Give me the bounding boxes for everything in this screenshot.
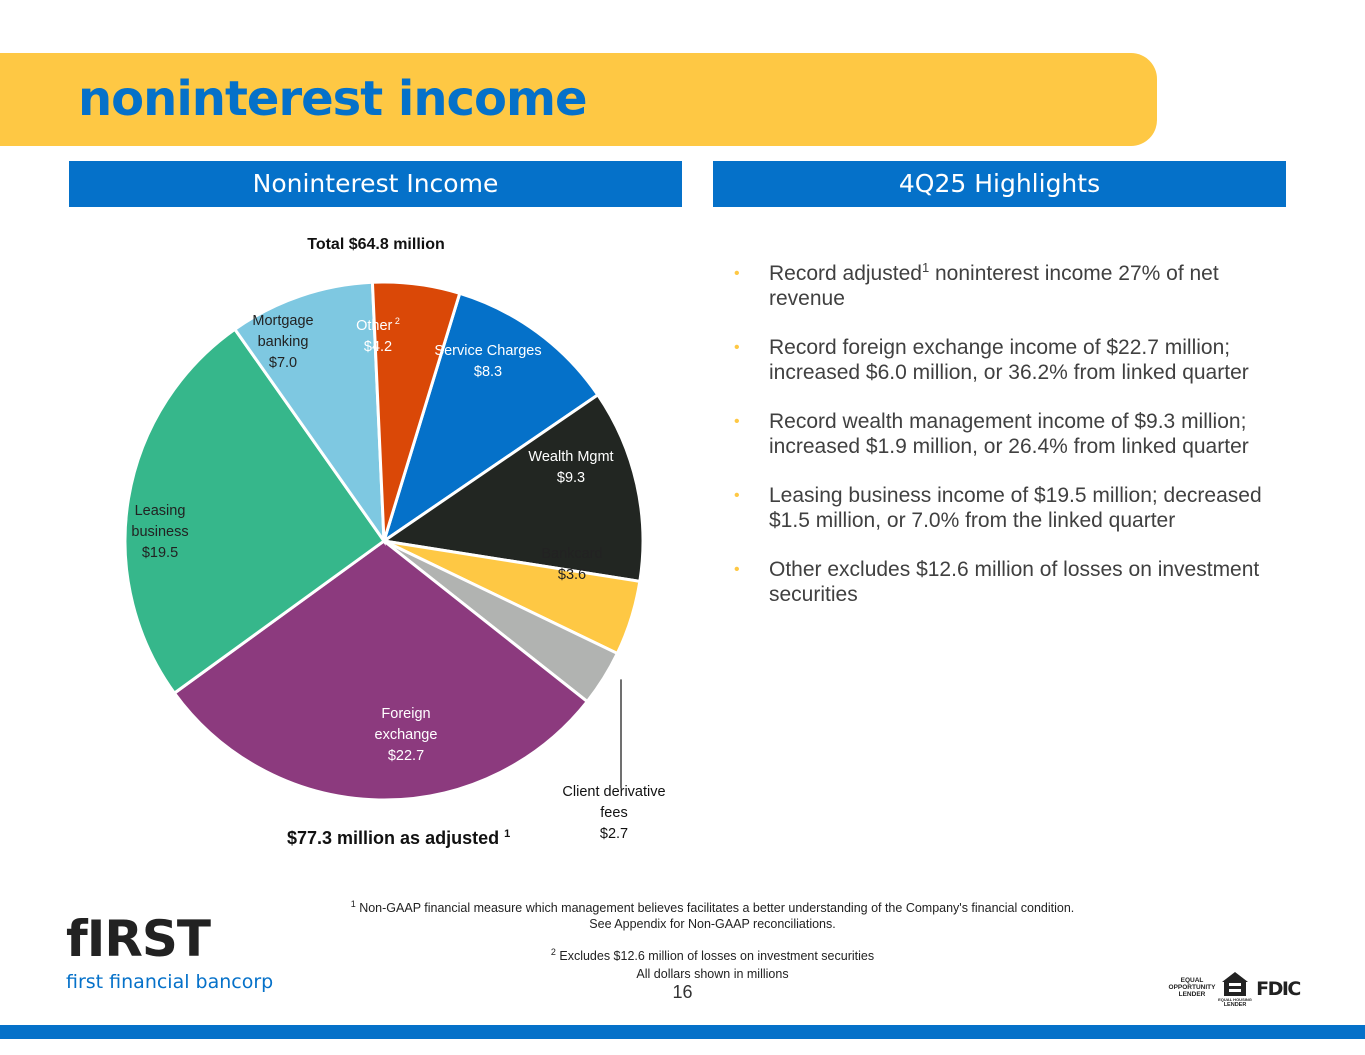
svg-text:OPPORTUNITY: OPPORTUNITY bbox=[1169, 984, 1217, 991]
chart-title: Total $64.8 million bbox=[307, 236, 445, 253]
highlights-list: • Record adjusted1 noninterest income 27%… bbox=[730, 260, 1290, 632]
footnote-non-gaap: 1 Non-GAAP financial measure which manag… bbox=[340, 896, 1085, 932]
footnote-units: All dollars shown in millions bbox=[636, 967, 789, 981]
footnote-text: Non-GAAP financial measure which managem… bbox=[355, 901, 1075, 932]
pie-slice-mortgage-banking bbox=[232, 280, 386, 547]
pie-slice-leasing-business bbox=[123, 327, 387, 696]
pie-chart: Service Charges $8.3 Wealth Mgmt $9.3 Bankca… bbox=[123, 280, 666, 842]
page-title: noninterest income bbox=[78, 71, 588, 127]
slice-label-client-derivative-fees: Client derivative fees $2.7 bbox=[562, 784, 665, 842]
adjusted-footnote-marker: 1 bbox=[504, 828, 511, 840]
bullet-icon: • bbox=[734, 413, 740, 430]
bullet-icon: • bbox=[734, 339, 740, 356]
bullet-icon: • bbox=[734, 265, 740, 282]
logo-company-name: first financial bancorp bbox=[66, 971, 274, 993]
highlight-text-cont: noninterest income 27% of net revenue bbox=[769, 262, 1219, 310]
logo-wordmark: fIRST bbox=[66, 910, 211, 968]
company-logo: fIRST first financial bancorp bbox=[66, 913, 273, 993]
footnote-marker: 2 bbox=[550, 947, 556, 957]
svg-text:EQUAL: EQUAL bbox=[1181, 977, 1204, 984]
adjusted-total-text: $77.3 million as adjusted bbox=[287, 828, 500, 848]
noninterest-income-header: Noninterest Income bbox=[69, 161, 682, 207]
equal-housing-lender-icon: EQUAL HOUSING LENDER bbox=[1218, 972, 1252, 1008]
slice-label-other: Other 2 $4.2 bbox=[356, 316, 400, 355]
pie-slice-other bbox=[370, 280, 462, 542]
highlight-item: • Record adjusted1 noninterest income 27%… bbox=[730, 260, 1290, 311]
slice-label-service-charges: Service Charges $8.3 bbox=[434, 343, 541, 380]
bullet-icon: • bbox=[734, 561, 740, 578]
fdic-logo: FDIC bbox=[1256, 978, 1300, 1000]
highlight-footnote-marker: 1 bbox=[921, 260, 930, 275]
pie-slice-service-charges bbox=[381, 291, 600, 545]
slice-label-foreign-exchange: Foreign exchange $22.7 bbox=[375, 706, 438, 764]
highlight-item: • Record wealth management income of $9.3… bbox=[730, 410, 1290, 459]
highlight-item: • Other excludes $12.6 million of losses … bbox=[730, 558, 1290, 607]
highlight-text: Record adjusted bbox=[769, 262, 922, 285]
pie-slice-foreign-exchange bbox=[172, 539, 590, 802]
compliance-logos: EQUAL OPPORTUNITY LENDER EQUAL HOUSING L… bbox=[1169, 972, 1302, 1008]
adjusted-total: $77.3 million as adjusted 1 bbox=[287, 828, 510, 849]
highlights-header: 4Q25 Highlights bbox=[713, 161, 1286, 207]
bottom-bar bbox=[0, 1025, 1365, 1039]
highlight-text: Leasing business income of $19.5 million… bbox=[769, 484, 1262, 532]
svg-text:LENDER: LENDER bbox=[1224, 1002, 1247, 1008]
footnote-marker: 1 bbox=[350, 899, 356, 909]
highlight-item: • Leasing business income of $19.5 millio… bbox=[730, 484, 1290, 533]
highlight-text: Record foreign exchange income of $22.7 … bbox=[769, 336, 1249, 384]
highlight-text: Other excludes $12.6 million of losses o… bbox=[769, 558, 1260, 606]
footnote-text: Excludes $12.6 million of losses on inve… bbox=[555, 949, 875, 964]
page-number: 16 bbox=[672, 982, 693, 1002]
svg-text:LENDER: LENDER bbox=[1179, 991, 1206, 998]
highlight-item: • Record foreign exchange income of $22.7… bbox=[730, 336, 1290, 385]
slice-label-mortgage-banking: Mortgage banking $7.0 bbox=[252, 313, 313, 371]
equal-opportunity-lender-icon: EQUAL OPPORTUNITY LENDER bbox=[1169, 977, 1217, 998]
bullet-icon: • bbox=[734, 487, 740, 504]
footnote-other: 2 Excludes $12.6 million of losses on in… bbox=[340, 944, 1085, 964]
title-band: noninterest income bbox=[0, 53, 1157, 146]
highlight-text: Record wealth management income of $9.3 … bbox=[769, 410, 1249, 458]
svg-text:EQUAL HOUSING: EQUAL HOUSING bbox=[1218, 997, 1252, 1002]
slice-label-wealth-mgmt: Wealth Mgmt $9.3 bbox=[528, 449, 613, 486]
slice-label-bankcard: Bankcard $3.6 bbox=[541, 546, 602, 583]
pie-slice-wealth-mgmt bbox=[380, 392, 645, 584]
slice-label-leasing-business: Leasing business $19.5 bbox=[131, 503, 188, 561]
